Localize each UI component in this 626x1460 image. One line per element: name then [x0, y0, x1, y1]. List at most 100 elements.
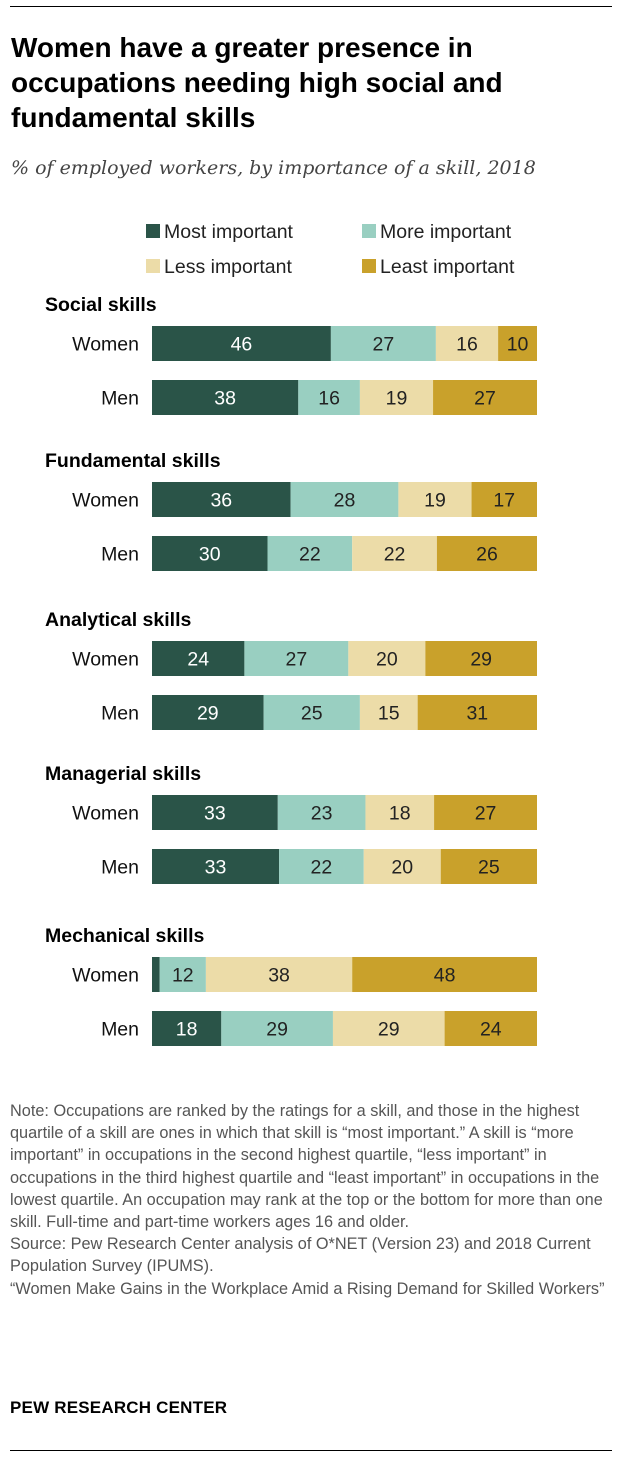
bar-segment — [290, 482, 399, 517]
bar-segment — [152, 536, 268, 571]
data-label: 23 — [311, 803, 333, 825]
legend-swatch-2 — [362, 224, 376, 238]
bar-segment — [433, 380, 537, 415]
legend-label-4: Least important — [380, 256, 515, 278]
data-label: 46 — [231, 334, 253, 356]
data-label: 29 — [470, 649, 492, 671]
data-label: 36 — [210, 490, 232, 512]
data-label: 24 — [480, 1019, 502, 1041]
legend-label-3: Less important — [164, 256, 292, 278]
data-label: 30 — [199, 544, 221, 566]
group-title: Managerial skills — [45, 763, 201, 785]
data-label: 15 — [378, 703, 400, 725]
data-label: 29 — [197, 703, 219, 725]
bar-segment — [221, 1011, 333, 1046]
top-rule — [10, 6, 612, 7]
data-label: 29 — [266, 1019, 288, 1041]
row-label: Men — [101, 388, 139, 410]
row-label: Women — [72, 334, 139, 356]
bar-segment — [434, 795, 537, 830]
data-label: 20 — [376, 649, 398, 671]
row-label: Women — [72, 965, 139, 987]
bar-segment — [152, 380, 299, 415]
bar-segment — [152, 695, 264, 730]
data-label: 27 — [373, 334, 395, 356]
bar-segment — [152, 482, 291, 517]
bottom-rule — [10, 1450, 612, 1451]
bar-segment — [332, 1011, 445, 1046]
bar-segment — [159, 957, 206, 992]
bar-segment — [152, 1011, 222, 1046]
bar-segment — [152, 957, 160, 992]
chart-subtitle: % of employed workers, by importance of … — [11, 157, 536, 179]
notes: Note: Occupations are ranked by the rati… — [10, 1100, 610, 1300]
legend-label-1: Most important — [164, 221, 294, 243]
bar-segment — [279, 849, 364, 884]
data-label: 26 — [476, 544, 498, 566]
data-label: 25 — [478, 857, 500, 879]
row-label: Men — [101, 703, 139, 725]
bar-segment — [365, 795, 435, 830]
data-label: 27 — [286, 649, 308, 671]
bar-segment — [398, 482, 472, 517]
organization-name: PEW RESEARCH CENTER — [10, 1398, 228, 1417]
data-label: 33 — [204, 803, 226, 825]
bar-segment — [267, 536, 353, 571]
group-title: Analytical skills — [45, 609, 191, 631]
bar-segment — [352, 536, 437, 571]
row-label: Men — [101, 1019, 139, 1041]
source-text: Source: Pew Research Center analysis of … — [10, 1235, 591, 1276]
row-label: Women — [72, 490, 139, 512]
bar-segment — [425, 641, 537, 676]
group-title: Social skills — [45, 294, 157, 316]
legend-label-2: More important — [380, 221, 512, 243]
bar-segment — [348, 641, 426, 676]
bar-segment — [440, 849, 537, 884]
legend-swatch-4 — [362, 259, 376, 273]
data-label: 16 — [318, 388, 340, 410]
row-label: Women — [72, 649, 139, 671]
data-label: 22 — [311, 857, 333, 879]
bar-segment — [152, 326, 331, 361]
legend-swatch-1 — [146, 224, 160, 238]
row-label: Women — [72, 803, 139, 825]
data-label: 33 — [205, 857, 227, 879]
data-label: 22 — [299, 544, 321, 566]
data-label: 19 — [424, 490, 446, 512]
legend-swatch-3 — [146, 259, 160, 273]
row-label: Men — [101, 857, 139, 879]
bar-segment — [444, 1011, 537, 1046]
data-label: 18 — [176, 1019, 198, 1041]
chart-title: Women have a greater presence in occupat… — [11, 32, 503, 133]
data-label: 29 — [378, 1019, 400, 1041]
bar-segment — [352, 957, 537, 992]
report-title: “Women Make Gains in the Workplace Amid … — [10, 1279, 605, 1298]
bar-segment — [498, 326, 537, 361]
data-label: 31 — [466, 703, 488, 725]
bar-segment — [277, 795, 366, 830]
stacked-bar-chart: Most important More important Less importa… — [45, 221, 537, 1046]
data-label: 17 — [493, 490, 515, 512]
bar-segment — [263, 695, 360, 730]
data-label: 10 — [507, 334, 529, 356]
data-label: 27 — [474, 388, 496, 410]
bar-segment — [359, 380, 434, 415]
bar-segment — [244, 641, 349, 676]
bar-segment — [417, 695, 537, 730]
group-title: Fundamental skills — [45, 450, 221, 472]
data-label: 16 — [456, 334, 478, 356]
data-label: 24 — [187, 649, 209, 671]
bar-segment — [435, 326, 499, 361]
note-text: Note: Occupations are ranked by the rati… — [10, 1102, 603, 1232]
data-label: 18 — [389, 803, 411, 825]
bar-segment — [298, 380, 360, 415]
data-label: 38 — [214, 388, 236, 410]
data-label: 20 — [391, 857, 413, 879]
data-label: 28 — [334, 490, 356, 512]
data-label: 22 — [384, 544, 406, 566]
data-label: 19 — [386, 388, 408, 410]
bar-segment — [330, 326, 436, 361]
bar-segment — [436, 536, 537, 571]
data-label: 48 — [434, 965, 456, 987]
row-label: Men — [101, 544, 139, 566]
